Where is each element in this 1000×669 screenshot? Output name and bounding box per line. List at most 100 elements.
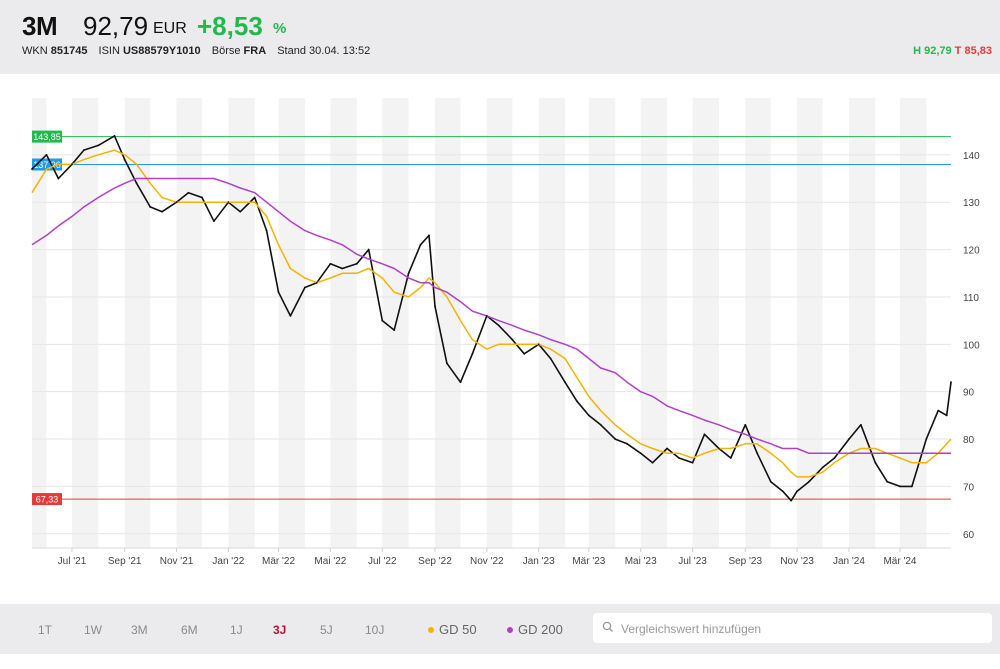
- x-tick-label: Mai '23: [625, 556, 657, 567]
- month-band: [692, 98, 719, 548]
- price-point: [678, 457, 680, 459]
- range-10j[interactable]: 10J: [365, 623, 385, 637]
- price-point: [729, 457, 732, 459]
- reference-badge: [32, 130, 62, 143]
- exchange-value: FRA: [243, 45, 267, 57]
- y-tick-label: 120: [963, 246, 980, 257]
- low-value: 85,83: [964, 45, 992, 57]
- price-point: [587, 414, 590, 417]
- price-point: [277, 291, 280, 294]
- x-tick-label: Jul '21: [58, 556, 87, 567]
- wkn-label: WKN: [22, 45, 48, 57]
- compare-search-input[interactable]: [619, 618, 983, 640]
- price-chart[interactable]: 60 70 80 90 100 110 120 130 140 Jul '21 Sep '21 Nov…: [0, 74, 1000, 604]
- isin-label: ISIN: [98, 45, 120, 57]
- price-point: [71, 163, 73, 166]
- price-point: [445, 362, 448, 365]
- price-point: [315, 281, 318, 284]
- search-icon: [602, 621, 613, 632]
- x-tick-label: Nov '22: [470, 556, 504, 567]
- gd50-label: GD 50: [439, 622, 477, 637]
- stand-label: Stand: [277, 45, 306, 57]
- y-tick-label: 80: [963, 435, 975, 446]
- price-point: [651, 461, 654, 464]
- range-1j[interactable]: 1J: [230, 623, 243, 637]
- range-1t[interactable]: 1T: [38, 623, 53, 637]
- gd200-dot-icon: [507, 626, 513, 633]
- stock-price: 92,79: [83, 11, 149, 41]
- price-point: [511, 338, 514, 341]
- low-label: T: [954, 45, 962, 57]
- y-tick-label: 140: [963, 151, 980, 162]
- x-tick-label: Sep '22: [418, 556, 452, 567]
- price-point: [201, 196, 203, 199]
- price-point: [459, 381, 462, 384]
- range-6m[interactable]: 6M: [181, 623, 198, 637]
- price-point: [576, 400, 578, 403]
- price-point: [666, 447, 668, 450]
- price-point: [407, 272, 410, 275]
- price-point: [769, 480, 772, 483]
- price-point: [821, 466, 824, 469]
- range-1w[interactable]: 1W: [84, 623, 102, 637]
- range-3j[interactable]: 3J: [273, 623, 287, 637]
- range-3m[interactable]: 3M: [131, 623, 148, 637]
- month-band: [71, 98, 99, 548]
- price-point: [744, 423, 747, 426]
- gd50-dot-icon: [428, 626, 434, 633]
- price-point: [355, 262, 358, 265]
- price-point: [45, 153, 48, 156]
- stock-name: 3M: [22, 11, 58, 41]
- high-value: 92,79: [924, 45, 952, 57]
- month-band: [640, 98, 668, 548]
- price-point: [874, 461, 877, 464]
- compare-search[interactable]: [593, 613, 992, 643]
- gd200-toggle[interactable]: GD 200: [507, 622, 563, 637]
- price-point: [239, 210, 242, 213]
- price-point: [756, 452, 759, 455]
- price-point: [910, 485, 913, 488]
- price-point: [123, 158, 126, 161]
- month-band: [176, 98, 203, 548]
- wkn-value: 851745: [50, 45, 88, 57]
- price-point: [381, 319, 384, 322]
- price-point: [434, 305, 436, 308]
- chart-svg[interactable]: 60 70 80 90 100 110 120 130 140 Jul '21 Sep '21 Nov…: [0, 74, 1000, 604]
- gd50-toggle[interactable]: GD 50: [428, 622, 477, 637]
- price-point: [945, 414, 948, 417]
- price-point: [848, 438, 850, 440]
- month-band: [899, 98, 927, 548]
- price-point: [899, 485, 901, 488]
- y-tick-label: 90: [963, 388, 975, 399]
- price-point: [599, 423, 602, 426]
- gd200-line: [31, 177, 951, 455]
- isin-value: US88579Y1010: [122, 45, 201, 57]
- price-point: [187, 191, 190, 194]
- price-point: [808, 480, 810, 483]
- price-point: [937, 409, 940, 412]
- price-point: [497, 324, 500, 327]
- price-point: [227, 201, 230, 204]
- price-point: [393, 329, 396, 332]
- gd50-line: [31, 149, 952, 478]
- month-band: [124, 98, 151, 548]
- y-tick-label: 60: [963, 530, 975, 541]
- price-point: [614, 438, 617, 440]
- price-point: [796, 490, 799, 493]
- price-point: [833, 457, 836, 459]
- price-point: [253, 196, 256, 199]
- security-meta: WKN 851745 ISIN US88579Y1010 Börse FRA S…: [22, 45, 370, 57]
- high-low: H 92,79 T 85,83: [913, 45, 992, 57]
- price-point: [213, 220, 215, 223]
- x-tick-label: Jul '23: [678, 556, 707, 567]
- price-point: [161, 210, 163, 213]
- price-point: [626, 442, 628, 445]
- month-band: [538, 98, 566, 548]
- price-point: [549, 357, 552, 360]
- price-point: [691, 461, 694, 464]
- price-point: [341, 267, 344, 270]
- range-5j[interactable]: 5J: [320, 623, 333, 637]
- price-point: [485, 314, 488, 317]
- reference-badge: [32, 493, 62, 506]
- price-point: [329, 262, 332, 265]
